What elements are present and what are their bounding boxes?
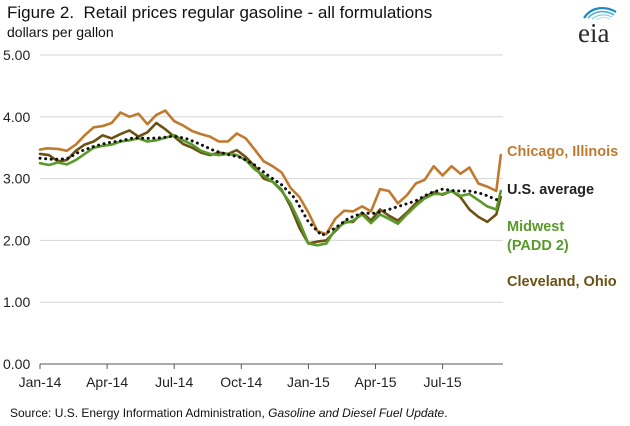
y-tick-label: 0.00 (3, 356, 30, 372)
x-tick-label: Jan-15 (287, 374, 330, 390)
x-tick-label: Jul-15 (424, 374, 462, 390)
series-label: Chicago, Illinois (507, 144, 618, 160)
series-label: Midwest (507, 219, 564, 235)
x-tick-label: Oct-14 (220, 374, 262, 390)
series-label: Cleveland, Ohio (507, 274, 617, 290)
y-axis-ticks: 0.00 1.00 2.00 3.00 4.00 5.00 (3, 47, 30, 372)
y-tick-label: 1.00 (3, 294, 30, 310)
source-publication: Gasoline and Diesel Fuel Update (268, 406, 445, 420)
x-tick-label: Apr-14 (86, 374, 128, 390)
source-prefix: Source: U.S. Energy Information Administ… (10, 406, 269, 420)
y-tick-label: 2.00 (3, 232, 30, 248)
series-labels: Chicago, Illinois U.S. average Midwest (PAD… (507, 144, 618, 290)
x-tick-label: Apr-15 (354, 374, 396, 390)
eia-logo-swoosh-icon (583, 6, 617, 21)
series-line-chicago-illinois (38, 109, 503, 236)
x-axis-ticks: Jan-14 Apr-14 Jul-14 Oct-14 Jan-15 Apr-15 Jul-… (19, 364, 462, 390)
y-tick-label: 3.00 (3, 171, 30, 187)
eia-logo-text: eia (578, 18, 609, 48)
series-label: U.S. average (507, 182, 594, 198)
y-tick-label: 5.00 (3, 47, 30, 63)
series-line-u-s-average (38, 134, 503, 237)
figure-number: Figure 2. (7, 3, 75, 22)
eia-logo: eia (578, 6, 617, 48)
y-tick-label: 4.00 (3, 109, 30, 125)
x-tick-label: Jan-14 (19, 374, 62, 390)
series-lines (38, 109, 503, 247)
series-label: (PADD 2) (507, 238, 569, 254)
x-tick-label: Jul-14 (155, 374, 193, 390)
figure-title-text: Retail prices regular gasoline - all for… (83, 3, 433, 22)
chart-title: Figure 2. Retail prices regular gasoline… (7, 3, 432, 23)
series-line-midwest-padd-2 (38, 134, 503, 247)
units-label: dollars per gallon (7, 24, 114, 40)
source-note: Source: U.S. Energy Information Administ… (10, 406, 448, 420)
source-suffix: . (444, 406, 448, 420)
